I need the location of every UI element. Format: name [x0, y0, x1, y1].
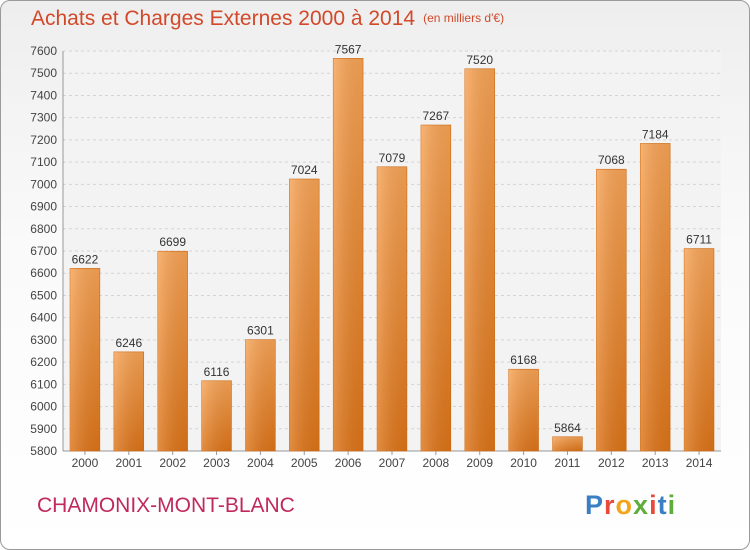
- logo-letter: i: [649, 490, 658, 520]
- x-tick-label: 2002: [159, 456, 186, 470]
- y-tick-label: 6800: [30, 222, 57, 236]
- x-tick-label: 2010: [510, 456, 537, 470]
- proxiti-logo: Proxiti: [585, 490, 676, 521]
- bar-shade: [70, 268, 100, 451]
- y-tick-label: 5800: [30, 444, 57, 458]
- value-label: 7267: [423, 109, 450, 123]
- logo-letter: o: [615, 490, 634, 520]
- x-tick-label: 2001: [115, 456, 142, 470]
- bar-shade: [201, 380, 232, 451]
- y-tick-label: 7500: [30, 66, 57, 80]
- bar-shade: [420, 125, 451, 451]
- bar-shade: [464, 68, 495, 452]
- value-label: 6116: [204, 365, 230, 379]
- y-tick-label: 6100: [30, 377, 57, 391]
- chart-subtitle: (en milliers d'€): [423, 11, 505, 25]
- bar-shade: [333, 58, 364, 451]
- y-tick-label: 6500: [30, 288, 57, 302]
- value-label: 7024: [291, 163, 318, 177]
- y-tick-label: 6600: [30, 266, 57, 280]
- y-tick-label: 6000: [30, 400, 57, 414]
- y-tick-label: 7600: [30, 44, 57, 58]
- value-label: 6699: [159, 235, 186, 249]
- value-label: 7520: [466, 53, 493, 67]
- bar-shade: [245, 339, 276, 451]
- bar-shade: [113, 351, 144, 451]
- bar-shade: [596, 169, 627, 451]
- logo-letter: x: [633, 490, 650, 520]
- chart-title-text: Achats et Charges Externes 2000 à 2014: [31, 7, 416, 30]
- x-tick-label: 2004: [247, 456, 274, 470]
- logo-letter: P: [585, 490, 605, 520]
- x-tick-label: 2013: [642, 456, 669, 470]
- y-tick-label: 7300: [30, 111, 57, 125]
- x-tick-label: 2012: [598, 456, 625, 470]
- bar-shade: [508, 369, 539, 451]
- bar-shade: [684, 248, 714, 451]
- bar-shade: [157, 251, 188, 451]
- y-tick-label: 7400: [30, 88, 57, 102]
- bar-shade: [640, 143, 671, 451]
- value-label: 6711: [686, 233, 712, 247]
- value-label: 7079: [379, 151, 406, 165]
- logo-letter: t: [657, 490, 668, 520]
- value-label: 7567: [335, 42, 362, 56]
- bar-shade: [377, 166, 407, 451]
- y-tick-label: 7000: [30, 177, 57, 191]
- x-tick-label: 2009: [466, 456, 493, 470]
- city-name: CHAMONIX-MONT-BLANC: [37, 494, 295, 517]
- x-tick-label: 2003: [203, 456, 230, 470]
- y-tick-label: 6900: [30, 200, 57, 214]
- y-tick-label: 5900: [30, 422, 57, 436]
- value-label: 6246: [115, 336, 142, 350]
- value-label: 7068: [598, 153, 625, 167]
- value-label: 6622: [72, 252, 99, 266]
- bar-shade: [289, 179, 320, 451]
- y-tick-label: 6400: [30, 311, 57, 325]
- y-tick-label: 6200: [30, 355, 57, 369]
- y-tick-label: 6300: [30, 333, 57, 347]
- x-tick-label: 2005: [291, 456, 318, 470]
- logo-letter: i: [667, 490, 677, 520]
- x-tick-label: 2014: [686, 456, 713, 470]
- x-tick-label: 2007: [379, 456, 406, 470]
- x-tick-label: 2000: [72, 456, 99, 470]
- x-tick-label: 2011: [555, 456, 581, 470]
- x-tick-label: 2008: [423, 456, 450, 470]
- x-tick-label: 2006: [335, 456, 362, 470]
- logo-letter: r: [604, 490, 616, 520]
- value-label: 7184: [642, 127, 669, 141]
- bar-shade: [552, 436, 583, 451]
- y-tick-label: 7200: [30, 133, 57, 147]
- y-tick-label: 7100: [30, 155, 57, 169]
- value-label: 6301: [247, 324, 274, 338]
- value-label: 5864: [554, 421, 581, 435]
- chart-title: Achats et Charges Externes 2000 à 2014 (e…: [31, 7, 504, 31]
- value-label: 6168: [510, 353, 537, 367]
- y-tick-label: 6700: [30, 244, 57, 258]
